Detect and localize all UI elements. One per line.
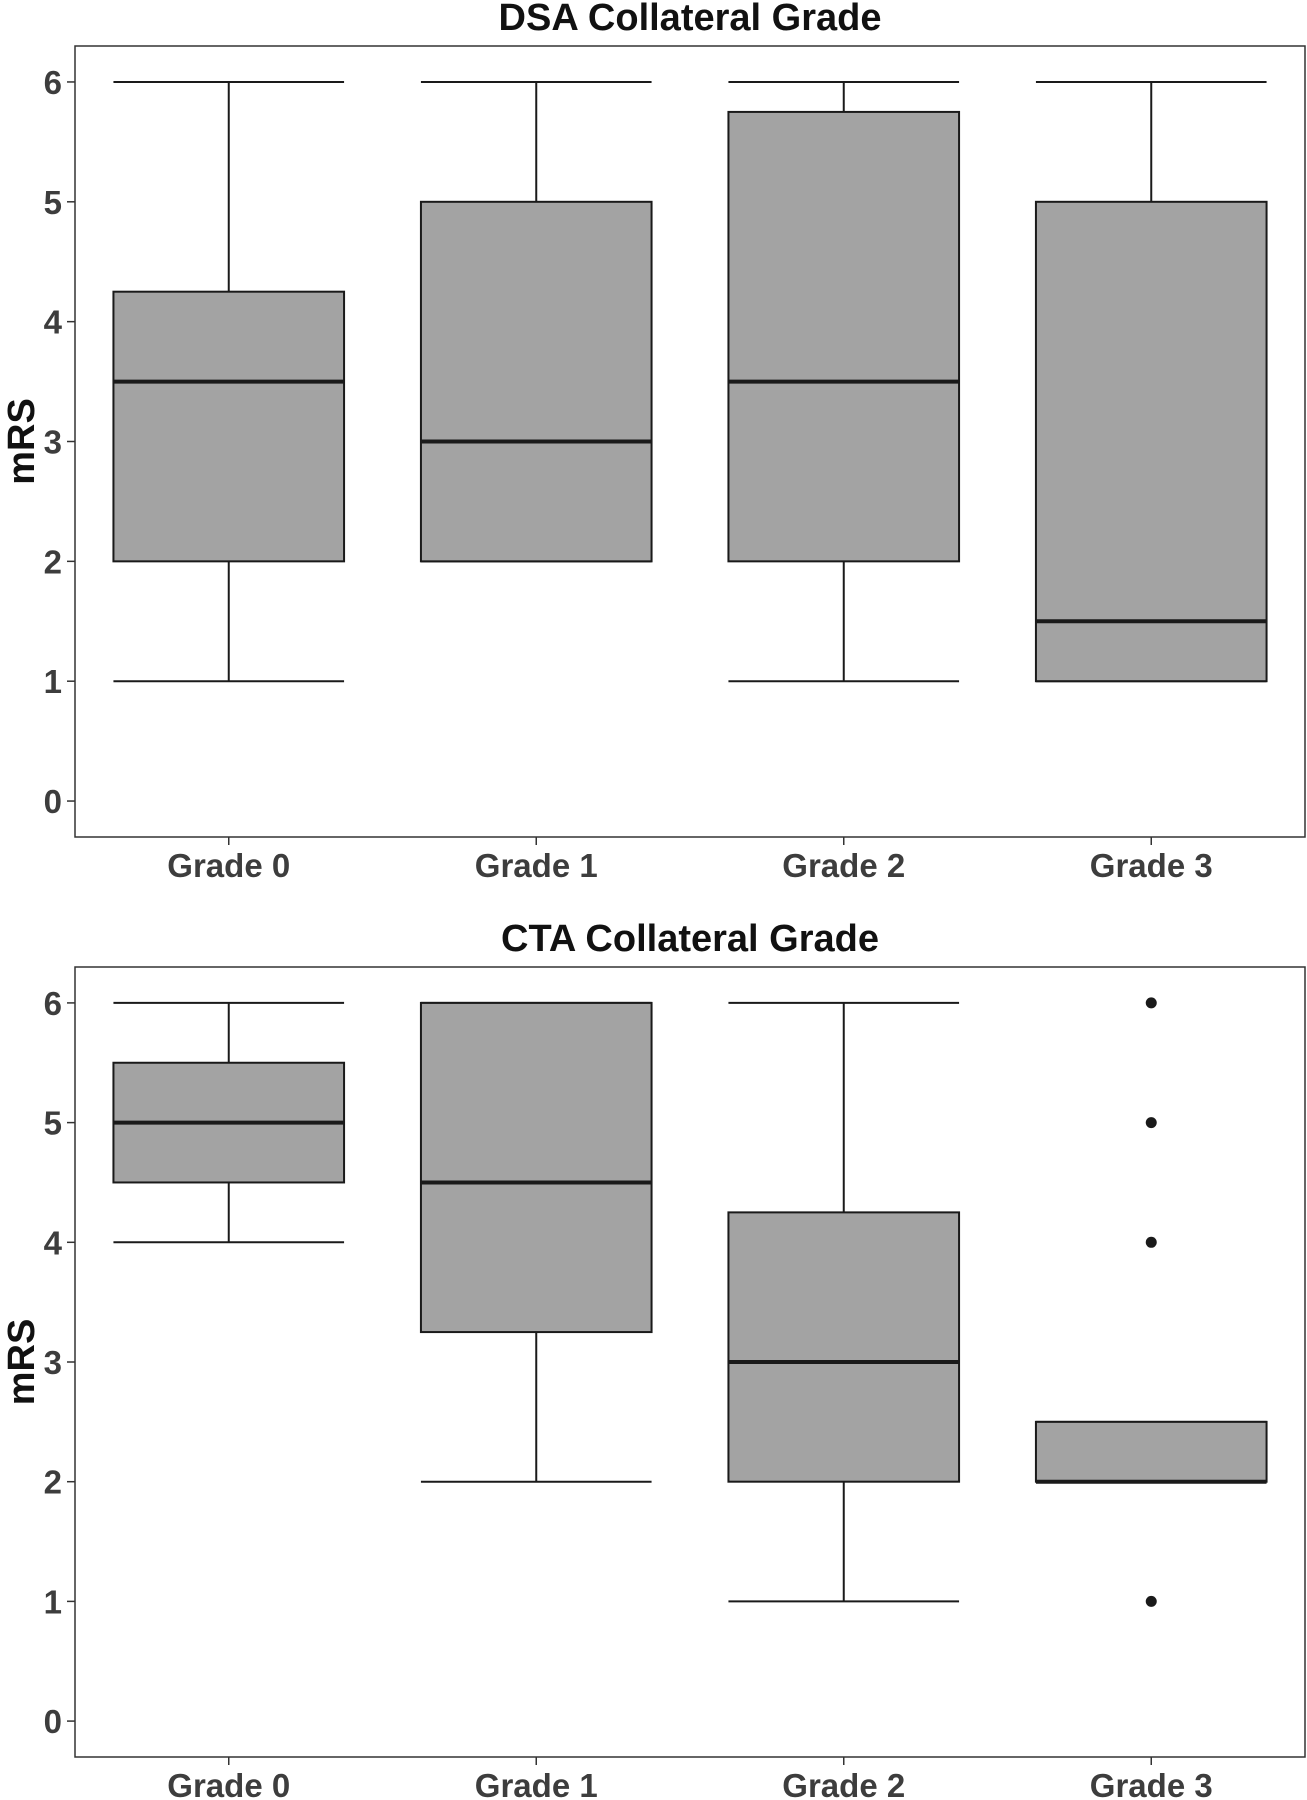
box-2 (419, 80, 653, 563)
chart-panel-2: CTA Collateral Grade mRS 0 1 2 3 4 5 6 Grade 0 Gra… (1, 918, 1306, 1800)
iqr-box (1034, 1420, 1268, 1483)
outlier-point (1145, 997, 1157, 1009)
x-tick-label: Grade 0 (167, 1767, 290, 1800)
y-axis-label: mRS (1, 398, 43, 485)
x-tick-label: Grade 2 (782, 847, 905, 884)
y-tick-label: 3 (44, 1344, 62, 1381)
iqr-box (727, 110, 961, 563)
y-tick-label: 5 (44, 1105, 62, 1142)
iqr-box (419, 1001, 653, 1334)
y-tick-label: 1 (44, 1583, 62, 1620)
box-4 (1034, 997, 1268, 1607)
y-tick-label: 5 (44, 184, 62, 221)
y-tick-label: 4 (44, 304, 63, 341)
outlier-point (1145, 1595, 1157, 1607)
y-axis-label: mRS (1, 1319, 43, 1406)
box-3 (727, 80, 961, 683)
y-tick-label: 6 (44, 985, 62, 1022)
x-tick-label: Grade 0 (167, 847, 290, 884)
iqr-box (419, 200, 653, 563)
x-tick-label: Grade 1 (475, 1767, 598, 1800)
y-tick-label: 2 (44, 543, 62, 580)
chart-panel-1: DSA Collateral Grade mRS 0 1 2 3 4 5 6 Grade 0 Gra… (1, 0, 1306, 884)
y-tick-label: 3 (44, 424, 62, 461)
iqr-box (727, 1211, 961, 1483)
box-1 (112, 1001, 346, 1244)
x-tick-label: Grade 3 (1090, 1767, 1213, 1800)
x-tick-label: Grade 2 (782, 1767, 905, 1800)
y-tick-label: 4 (44, 1224, 63, 1261)
y-tick-label: 1 (44, 663, 62, 700)
box-4 (1034, 80, 1268, 683)
box-2 (419, 1001, 653, 1483)
x-tick-label: Grade 3 (1090, 847, 1213, 884)
chart-title: DSA Collateral Grade (499, 0, 882, 39)
iqr-box (1034, 200, 1268, 683)
outlier-point (1145, 1236, 1157, 1248)
x-tick-label: Grade 1 (475, 847, 598, 884)
y-tick-label: 0 (44, 1703, 62, 1740)
box-3 (727, 1001, 961, 1603)
y-tick-label: 6 (44, 64, 62, 101)
box-1 (112, 80, 346, 683)
chart-title: CTA Collateral Grade (501, 918, 879, 960)
iqr-box (112, 290, 346, 563)
outlier-point (1145, 1117, 1157, 1129)
y-tick-label: 2 (44, 1464, 62, 1501)
y-tick-label: 0 (44, 783, 62, 820)
